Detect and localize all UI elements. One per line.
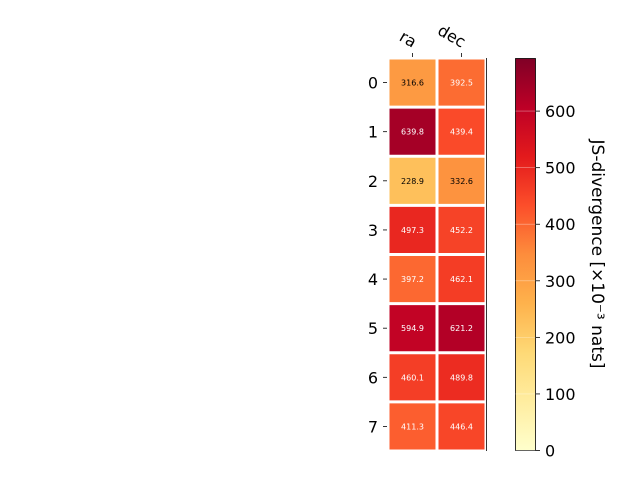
cell-value-label: 639.8: [401, 128, 424, 137]
colorbar-tick-label: 400: [545, 215, 576, 234]
row-tick-label: 7: [368, 417, 378, 436]
heatmap-cell-r7-ra: [389, 403, 436, 450]
heatmap-cell-r3-dec: [438, 206, 485, 253]
heatmap-cells: 316.6 392.5 639.8 439.4 228.9 332.6 497.3 452.2…: [389, 59, 485, 450]
cell-value-label: 446.4: [450, 422, 473, 431]
colorbar: [515, 58, 536, 451]
row-tick-label: 1: [368, 123, 378, 142]
heatmap-cell-r4-dec: [438, 256, 485, 303]
cell-value-label: 460.1: [401, 373, 424, 382]
colorbar-tick-label: 300: [545, 272, 576, 291]
cell-value-label: 594.9: [401, 324, 424, 333]
column-tick-labels: ra dec: [396, 21, 469, 57]
heatmap-cell-r0-dec: [438, 59, 485, 106]
heatmap-cell-r3-ra: [389, 206, 436, 253]
colorbar-tick-label: 600: [545, 102, 576, 121]
heatmap-cell-r7-dec: [438, 403, 485, 450]
colorbar-tick-label: 100: [545, 385, 576, 404]
row-tick-label: 5: [368, 319, 378, 338]
row-tick-labels: 0 1 2 3 4 5 6 7: [368, 74, 387, 436]
cell-value-label: 497.3: [401, 226, 424, 235]
heatmap-cell-r4-ra: [389, 256, 436, 303]
cell-value-label: 316.6: [401, 79, 424, 88]
heatmap-cell-r6-ra: [389, 354, 436, 401]
column-tick-label: dec: [435, 21, 469, 52]
heatmap-cell-r2-dec: [438, 157, 485, 204]
row-tick-label: 2: [368, 172, 378, 191]
heatmap-cell-r0-ra: [389, 59, 436, 106]
cell-value-label: 392.5: [450, 79, 473, 88]
colorbar-tick-label: 500: [545, 159, 576, 178]
colorbar-ticks: 0 100 200 300 400 500 600: [515, 102, 576, 461]
heatmap-cell-r6-dec: [438, 354, 485, 401]
cell-value-label: 489.8: [450, 373, 473, 382]
cell-value-label: 397.2: [401, 275, 424, 284]
heatmap-cell-r2-ra: [389, 157, 436, 204]
cell-value-label: 411.3: [401, 422, 424, 431]
cell-value-label: 332.6: [450, 177, 473, 186]
row-tick-label: 0: [368, 74, 378, 93]
cell-value-label: 452.2: [450, 226, 473, 235]
cell-value-label: 621.2: [450, 324, 473, 333]
heatmap-cell-r5-dec: [438, 305, 485, 352]
heatmap-cell-r5-ra: [389, 305, 436, 352]
column-tick-label: ra: [396, 27, 420, 52]
colorbar-label: JS-divergence [×10⁻³ nats]: [587, 139, 607, 369]
cell-value-label: 462.1: [450, 275, 473, 284]
heatmap-cell-r1-ra: [389, 108, 436, 155]
heatmap-cell-r1-dec: [438, 108, 485, 155]
colorbar-tick-label: 0: [545, 442, 555, 461]
colorbar-tick-label: 200: [545, 328, 576, 347]
row-tick-label: 4: [368, 270, 378, 289]
row-tick-label: 6: [368, 368, 378, 387]
row-tick-label: 3: [368, 221, 378, 240]
cell-value-label: 228.9: [401, 177, 424, 186]
cell-value-label: 439.4: [450, 128, 473, 137]
